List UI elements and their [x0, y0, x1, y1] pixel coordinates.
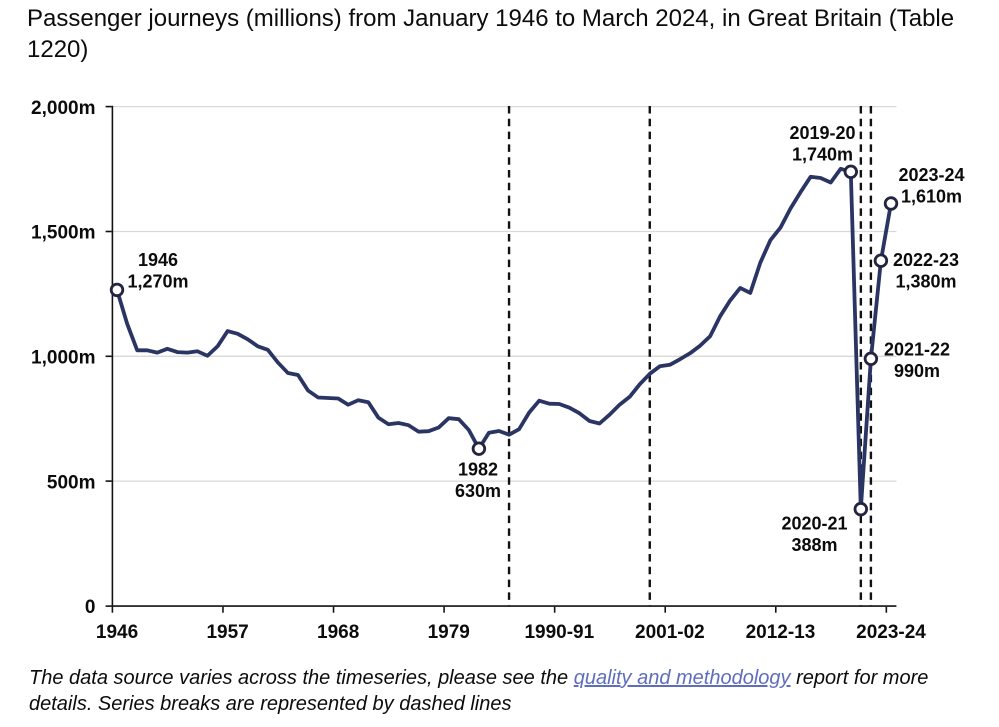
- svg-text:630m: 630m: [455, 481, 501, 501]
- svg-text:2020-21: 2020-21: [781, 514, 847, 534]
- svg-text:1990-91: 1990-91: [524, 622, 594, 643]
- svg-text:2001-02: 2001-02: [635, 622, 705, 643]
- svg-text:1968: 1968: [317, 622, 359, 643]
- svg-text:1,000m: 1,000m: [31, 348, 95, 369]
- svg-text:2019-20: 2019-20: [789, 123, 855, 143]
- svg-text:1982: 1982: [458, 460, 498, 480]
- svg-text:1,500m: 1,500m: [31, 223, 95, 244]
- svg-text:0: 0: [85, 597, 96, 618]
- svg-text:1,380m: 1,380m: [895, 272, 956, 292]
- svg-text:1957: 1957: [206, 622, 248, 643]
- svg-text:1,610m: 1,610m: [901, 187, 962, 207]
- svg-text:1,740m: 1,740m: [792, 145, 853, 165]
- svg-text:2023-24: 2023-24: [898, 165, 964, 185]
- svg-text:2021-22: 2021-22: [884, 340, 950, 360]
- svg-text:2012-13: 2012-13: [746, 622, 816, 643]
- svg-text:2022-23: 2022-23: [893, 250, 959, 270]
- svg-text:1946: 1946: [96, 622, 138, 643]
- svg-text:1,270m: 1,270m: [127, 272, 188, 292]
- svg-text:1946: 1946: [138, 250, 178, 270]
- svg-text:1979: 1979: [428, 622, 470, 643]
- svg-text:500m: 500m: [47, 472, 96, 493]
- svg-text:388m: 388m: [791, 535, 837, 555]
- svg-text:2023-24: 2023-24: [856, 622, 926, 643]
- svg-text:990m: 990m: [894, 361, 940, 381]
- svg-text:2,000m: 2,000m: [31, 98, 95, 119]
